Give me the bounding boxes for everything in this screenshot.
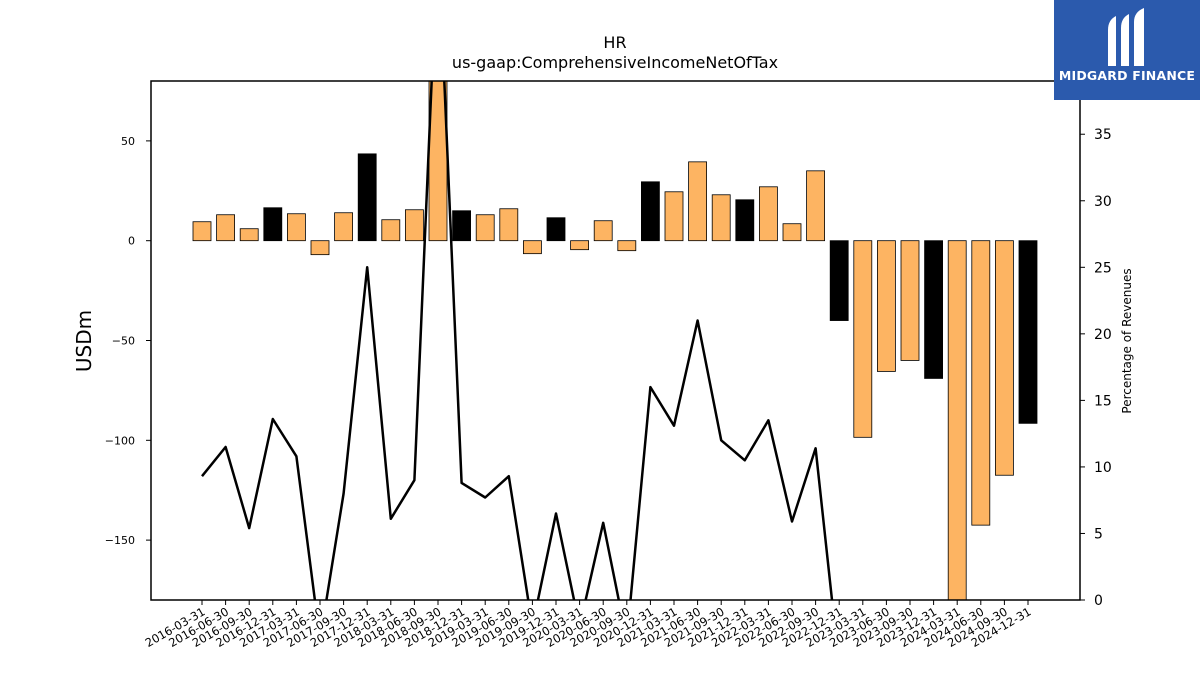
y-tick-label: −100 [105, 434, 135, 447]
y2-tick-label: 10 [1094, 460, 1112, 476]
bar [806, 170, 825, 242]
bar [759, 186, 778, 242]
bar [546, 217, 566, 242]
midgard-logo-icon [1108, 8, 1144, 66]
y-axis: −150 −100 −50 0 50 [105, 135, 151, 547]
y2-tick-label: 0 [1094, 593, 1103, 609]
y2-axis-label: Percentage of Revenues [1120, 268, 1134, 413]
bar [263, 207, 283, 242]
y-axis-label: USDm [72, 310, 96, 372]
bar [593, 220, 613, 242]
x-axis: 2016-03-312016-06-302016-09-302016-12-31… [143, 600, 1034, 650]
bar [924, 240, 943, 379]
bar [735, 199, 755, 242]
bar-group [192, 81, 1038, 600]
bar [995, 240, 1014, 476]
bar [523, 240, 542, 255]
bar [900, 240, 920, 361]
bar [475, 214, 495, 242]
y2-axis: 0 5 10 15 20 25 30 35 [1080, 127, 1112, 609]
y2-tick-label: 15 [1094, 393, 1112, 409]
bar [216, 214, 236, 242]
bar [404, 209, 424, 242]
bar [641, 181, 660, 242]
plot-frame [150, 80, 1081, 601]
bar [286, 213, 306, 242]
y-tick-label: 0 [128, 235, 135, 248]
y-tick-label: −150 [105, 534, 135, 547]
chart-title: HR [603, 33, 626, 52]
y2-tick-label: 5 [1094, 526, 1103, 542]
bar [877, 240, 896, 372]
bar [711, 194, 731, 242]
chart-subtitle: us-gaap:ComprehensiveIncomeNetOfTax [452, 53, 778, 72]
bar [570, 240, 589, 251]
bar [499, 208, 519, 242]
bar [452, 210, 472, 242]
bar [782, 223, 802, 242]
y2-tick-label: 25 [1094, 260, 1112, 276]
bar [334, 212, 354, 242]
bar [853, 240, 873, 438]
bar [971, 240, 991, 526]
y2-tick-label: 30 [1094, 194, 1112, 210]
bar [688, 161, 707, 242]
line-group [201, 81, 834, 600]
bar [239, 228, 259, 242]
bar [829, 240, 849, 321]
bar [310, 240, 330, 256]
bar [1018, 240, 1038, 424]
bar [617, 240, 637, 252]
y2-tick-label: 35 [1094, 127, 1112, 143]
logo: MIDGARD FINANCE [1054, 0, 1200, 100]
ratio-line [201, 81, 834, 600]
y2-tick-label: 20 [1094, 327, 1112, 343]
y-tick-label: 50 [121, 135, 135, 148]
bar [947, 240, 967, 600]
bar [192, 221, 212, 242]
bar [664, 191, 684, 242]
bar [381, 219, 401, 242]
logo-text: MIDGARD FINANCE [1058, 68, 1196, 83]
bar [357, 153, 377, 242]
y-tick-label: −50 [112, 335, 135, 348]
